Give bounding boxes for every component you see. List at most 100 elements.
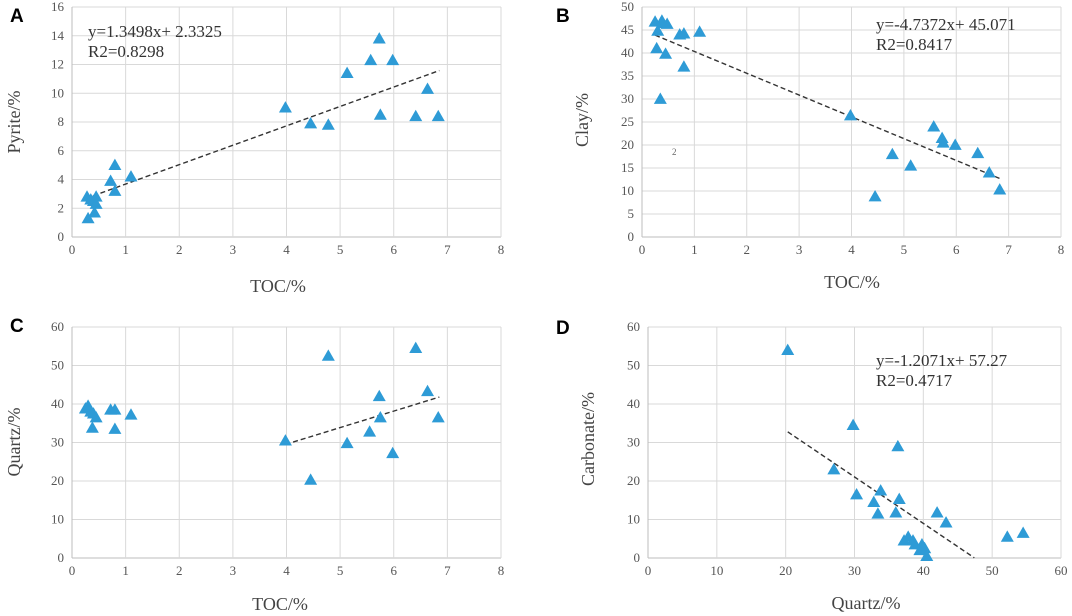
x-ticks-b: 0 1 2 3 4 5 6 7 8: [639, 242, 1065, 257]
data-point-a: [321, 118, 335, 130]
data-point-a: [278, 101, 292, 113]
data-point-a: [372, 32, 386, 44]
data-point-c: [373, 410, 387, 423]
data-point-a: [108, 158, 122, 170]
y-axis-label-d: Carbonate/%: [578, 392, 598, 486]
y-tick-label-b: 5: [628, 206, 635, 221]
y-tick-label-d: 60: [627, 319, 640, 334]
y-tick-label-d: 20: [627, 473, 640, 488]
trendline-a: [85, 69, 440, 200]
points-b: [648, 14, 1007, 202]
y-tick-label-a: 0: [58, 229, 65, 244]
x-tick-label-c: 5: [337, 563, 344, 578]
x-tick-label-a: 0: [69, 242, 76, 257]
data-point-a: [421, 82, 435, 94]
y-ticks-c: 0 10 20 30 40 50 60: [51, 319, 64, 565]
data-point-d: [874, 484, 888, 496]
data-point-d: [918, 541, 932, 554]
data-point-b: [982, 166, 996, 178]
x-tick-label-d: 20: [779, 563, 792, 578]
data-point-a: [431, 109, 445, 122]
y-tick-label-d: 10: [627, 512, 640, 527]
data-point-d: [1000, 530, 1014, 542]
data-point-b: [993, 183, 1007, 195]
y-tick-label-b: 10: [621, 183, 634, 198]
panel-label-c: C: [10, 316, 24, 337]
points-c: [78, 341, 445, 485]
chart-panel-c: C 0 10 20 30 40 50 60 0 1 2 3 4 5 6 7 8 TOC/% Quartz/%: [4, 316, 504, 614]
data-point-c: [321, 349, 335, 361]
y-ticks-b: 0 5 10 15 20 25 30 35 40 45 50: [621, 0, 634, 244]
y-tick-label-a: 16: [51, 0, 65, 14]
y-tick-label-c: 40: [51, 396, 64, 411]
x-tick-label-a: 6: [391, 242, 398, 257]
y-tick-label-b: 25: [621, 114, 634, 129]
data-point-b: [693, 25, 707, 37]
x-tick-label-d: 40: [917, 563, 930, 578]
x-tick-label-a: 2: [176, 242, 183, 257]
data-point-c: [304, 473, 318, 485]
data-point-c: [431, 410, 445, 423]
x-ticks-d: 0 10 20 30 40 50 60: [645, 563, 1068, 578]
x-tick-label-c: 2: [176, 563, 183, 578]
trendline-c: [285, 396, 440, 446]
y-tick-label-b: 20: [621, 137, 634, 152]
gridlines-a: [71, 6, 502, 238]
y-ticks-d: 0 10 20 30 40 50 60: [627, 319, 640, 565]
y-tick-label-b: 45: [621, 22, 634, 37]
x-tick-label-b: 3: [796, 242, 803, 257]
x-axis-label-c: TOC/%: [252, 594, 308, 614]
r2-d: R2=0.4717: [876, 371, 953, 390]
data-point-a: [304, 116, 318, 129]
data-point-b: [660, 17, 674, 29]
data-point-b: [843, 109, 857, 121]
data-point-c: [278, 434, 292, 446]
x-tick-label-d: 10: [710, 563, 723, 578]
data-point-b: [971, 146, 985, 159]
data-point-d: [871, 507, 885, 519]
y-tick-label-b: 35: [621, 68, 634, 83]
data-point-d: [850, 487, 864, 500]
x-tick-label-b: 1: [691, 242, 698, 257]
x-ticks-a: 0 1 2 3 4 5 6 7 8: [69, 242, 505, 257]
data-point-b: [651, 24, 665, 36]
data-point-c: [108, 403, 122, 415]
y-tick-label-b: 50: [621, 0, 634, 14]
data-point-a: [104, 174, 118, 186]
x-tick-label-c: 7: [444, 563, 451, 578]
data-point-a: [89, 190, 103, 202]
data-point-c: [340, 436, 354, 449]
x-tick-label-b: 0: [639, 242, 646, 257]
x-tick-label-d: 30: [848, 563, 861, 578]
stray-mark-b: 2: [672, 147, 677, 157]
data-point-a: [409, 109, 423, 122]
x-tick-label-a: 7: [444, 242, 451, 257]
data-point-d: [891, 439, 905, 452]
y-tick-label-d: 0: [634, 550, 641, 565]
y-tick-label-d: 30: [627, 435, 640, 450]
x-tick-label-b: 6: [953, 242, 960, 257]
panel-label-a: A: [10, 6, 24, 27]
data-point-a: [124, 170, 138, 182]
data-point-c: [421, 384, 435, 397]
x-tick-label-d: 60: [1055, 563, 1068, 578]
data-point-b: [868, 190, 882, 202]
data-point-a: [89, 197, 103, 209]
x-tick-label-c: 1: [122, 563, 129, 578]
y-tick-label-c: 50: [51, 358, 64, 373]
equation-d: y=-1.2071x+ 57.27: [876, 351, 1008, 370]
data-point-a: [108, 184, 122, 196]
data-point-b: [885, 147, 899, 160]
data-point-a: [386, 53, 400, 66]
trendline-b: [654, 34, 1002, 180]
x-tick-label-a: 5: [337, 242, 344, 257]
data-point-a: [340, 66, 354, 78]
x-tick-label-b: 2: [744, 242, 751, 257]
x-axis-label-a: TOC/%: [250, 276, 306, 296]
y-tick-label-c: 10: [51, 512, 64, 527]
gridlines-b: [641, 6, 1062, 238]
data-point-b: [659, 47, 673, 59]
y-tick-label-a: 4: [58, 172, 65, 187]
